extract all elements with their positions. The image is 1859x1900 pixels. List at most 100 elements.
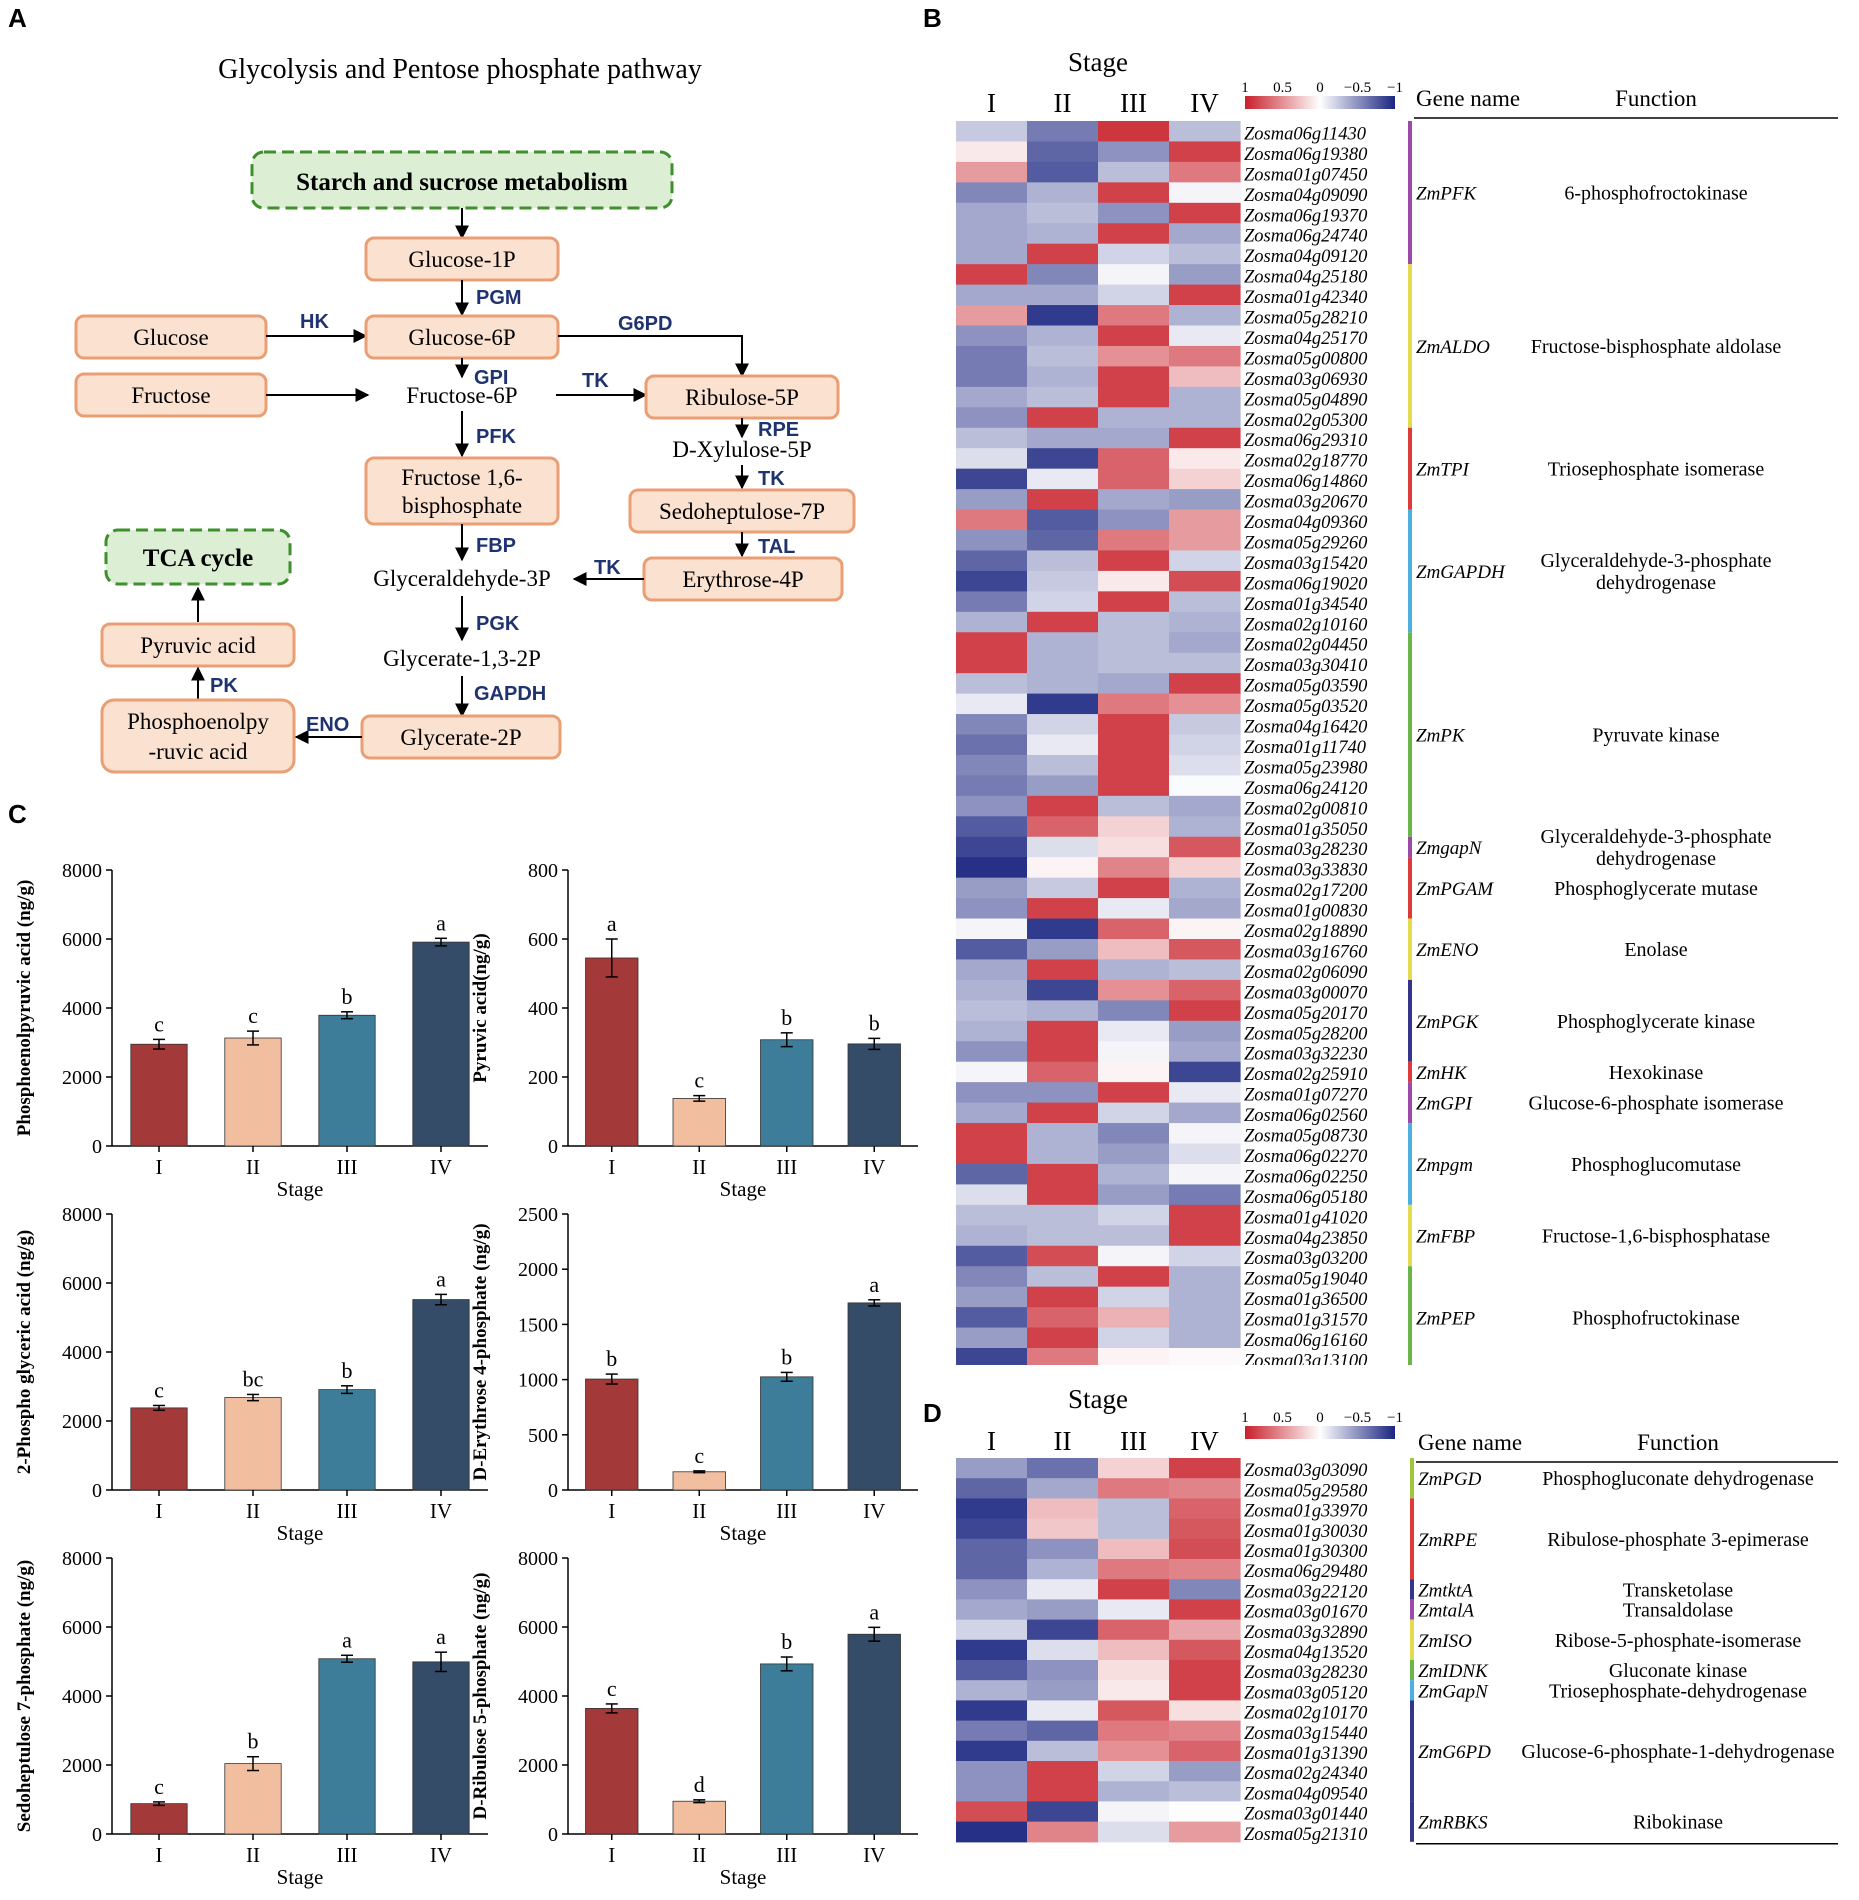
- heatmap-cell: [1027, 1801, 1099, 1823]
- group-color-bar: [1408, 836, 1412, 858]
- heatmap-cell: [1169, 611, 1241, 633]
- heatmap-cell: [1098, 121, 1170, 143]
- group-gene-name: ZmENO: [1416, 940, 1479, 961]
- heatmap-cell: [956, 714, 1028, 736]
- enzyme-fbp: FBP: [476, 535, 516, 557]
- group-function: 6-phosphofroctokinase: [1564, 183, 1747, 205]
- heatmap-cell: [1169, 407, 1241, 429]
- chart-2: 0 200 400 600 800 a Ic II b III b IV Stage Pyruvic ac…: [470, 860, 918, 1201]
- heatmap-cell: [1169, 182, 1241, 204]
- gene-id: Zosma06g19380: [1244, 145, 1368, 165]
- heatmap-cell: [1169, 1266, 1241, 1288]
- legend-tick: −0.5: [1344, 1410, 1371, 1426]
- heatmap-cell: [1027, 816, 1099, 838]
- heatmap-cell: [956, 366, 1028, 388]
- gene-id: Zosma03g01440: [1244, 1805, 1368, 1825]
- heatmap-cell: [1098, 939, 1170, 961]
- heatmap-cell: [1027, 448, 1099, 470]
- y-tick-label: 4000: [62, 998, 102, 1020]
- enzyme-tk-3: TK: [594, 557, 621, 579]
- heatmap-cell: [1098, 550, 1170, 572]
- gene-id: Zosma04g25180: [1244, 268, 1368, 288]
- gene-id: Zosma04g13520: [1244, 1643, 1368, 1663]
- y-tick-label: 8000: [62, 1548, 102, 1570]
- group-color-bar: [1408, 632, 1412, 837]
- gene-id: Zosma05g03590: [1244, 677, 1368, 697]
- heatmap-cell: [1027, 693, 1099, 715]
- gene-id: Zosma05g19040: [1244, 1270, 1368, 1290]
- heatmap-cell: [1169, 305, 1241, 327]
- heatmap-cell: [1098, 366, 1170, 388]
- heatmap-cell: [956, 509, 1028, 531]
- group-color-bar: [1408, 1204, 1412, 1267]
- heatmap-cell: [1098, 1720, 1170, 1742]
- group-color-bar: [1408, 509, 1412, 633]
- heatmap-cell: [1027, 673, 1099, 695]
- header-function: Function: [1637, 1430, 1719, 1455]
- y-tick-label: 2000: [62, 1067, 102, 1089]
- bar: [672, 1097, 726, 1147]
- group-function: Phosphogluconate dehydrogenase: [1542, 1468, 1814, 1490]
- significance-letter: c: [694, 1068, 704, 1093]
- heatmap-cell: [1098, 1163, 1170, 1185]
- enzyme-g6pd: G6PD: [618, 313, 672, 335]
- group-function: Hexokinase: [1609, 1062, 1704, 1084]
- group-gene-name: ZmPEP: [1416, 1308, 1476, 1329]
- gene-id: Zosma03g28230: [1244, 840, 1368, 860]
- heatmap-cell: [956, 754, 1028, 776]
- gene-id: Zosma02g05300: [1244, 411, 1368, 431]
- gene-id: Zosma02g24340: [1244, 1764, 1368, 1784]
- significance-letter: b: [606, 1346, 617, 1371]
- heatmap-cell: [1169, 632, 1241, 654]
- x-tick-label: I: [608, 1155, 615, 1179]
- bar: [224, 1037, 282, 1147]
- heatmap-cell: [1169, 1619, 1241, 1641]
- heatmap-cell: [1027, 734, 1099, 756]
- heatmap-cell: [1169, 1538, 1241, 1560]
- x-tick-label: I: [608, 1843, 615, 1867]
- heatmap-cell: [1169, 1821, 1241, 1843]
- header-function: Function: [1615, 86, 1697, 111]
- group-function: Phosphoglycerate mutase: [1554, 878, 1758, 900]
- gene-id: Zosma03g13100: [1244, 1351, 1368, 1365]
- stage-label: III: [1120, 88, 1147, 118]
- heatmap-cell: [1027, 857, 1099, 879]
- bar: [318, 1014, 376, 1147]
- heatmap-cell: [1098, 1559, 1170, 1580]
- pathway-title: Glycolysis and Pentose phosphate pathway: [218, 54, 702, 85]
- gene-id: Zosma05g28200: [1244, 1024, 1368, 1044]
- bar: [760, 1376, 814, 1491]
- heatmap-cell: [1027, 345, 1099, 367]
- heatmap-cell: [1098, 325, 1170, 347]
- gene-id: Zosma03g22120: [1244, 1582, 1368, 1602]
- heatmap-cell: [956, 1307, 1028, 1329]
- heatmap-cell: [956, 857, 1028, 879]
- heatmap-cell: [1098, 1000, 1170, 1022]
- stage-label: IV: [1190, 88, 1219, 118]
- heatmap-cell: [956, 1458, 1028, 1479]
- group-color-bar: [1410, 1498, 1414, 1580]
- heatmap-cell: [1169, 979, 1241, 1001]
- y-tick-label: 0: [548, 1136, 558, 1158]
- gene-id: Zosma05g29260: [1244, 533, 1368, 553]
- panel-label-d: D: [923, 1398, 942, 1428]
- bar: [847, 1043, 901, 1147]
- gene-id: Zosma04g09360: [1244, 513, 1368, 533]
- bar: [130, 1803, 188, 1835]
- heatmap-cell: [1169, 1286, 1241, 1308]
- node-pyruvate: Pyruvic acid: [140, 633, 256, 658]
- heatmap-cell: [956, 877, 1028, 899]
- gene-id: Zosma01g31570: [1244, 1311, 1368, 1331]
- heatmap-cell: [1027, 1498, 1099, 1520]
- heatmap-cell: [1169, 591, 1241, 613]
- gene-id: Zosma03g33830: [1244, 861, 1368, 881]
- heatmap-cell: [1169, 816, 1241, 838]
- gene-id: Zosma03g15440: [1244, 1724, 1368, 1744]
- x-tick-label: II: [692, 1843, 706, 1867]
- heatmap-cell: [1027, 325, 1099, 347]
- heatmap-cell: [1169, 1781, 1241, 1802]
- heatmap-cell: [1027, 509, 1099, 531]
- panel-label-a: A: [8, 3, 27, 33]
- heatmap-cell: [1098, 1061, 1170, 1083]
- heatmap-cell: [1027, 611, 1099, 633]
